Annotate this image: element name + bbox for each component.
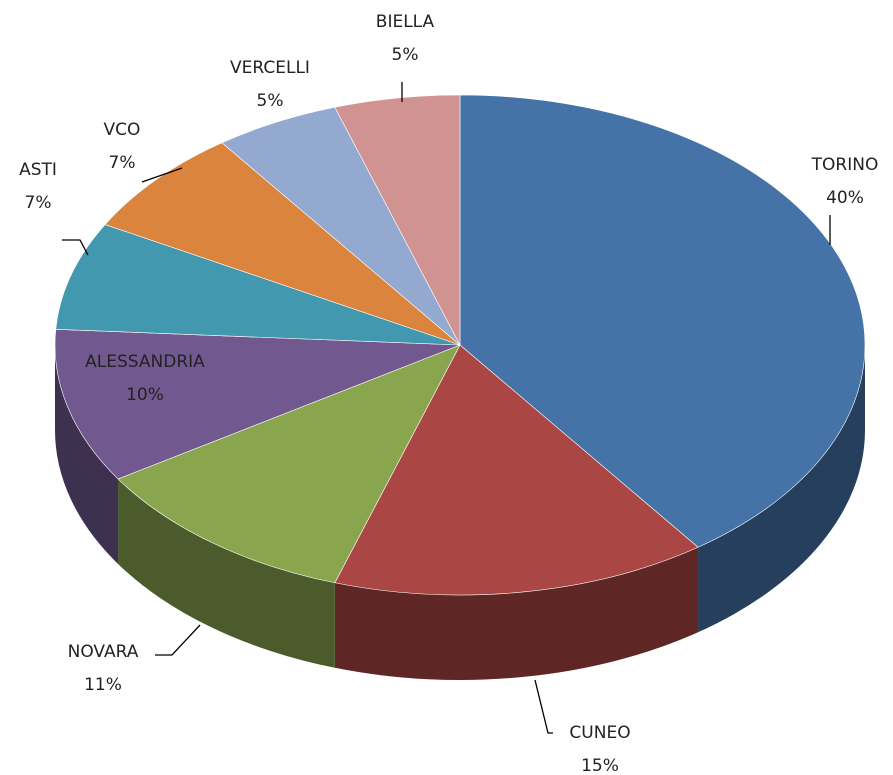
slice-value-label: 7% xyxy=(109,153,136,173)
slice xyxy=(55,224,461,346)
leader-line xyxy=(62,239,89,256)
slice-label: VCO xyxy=(104,120,141,140)
slice-value-label: 7% xyxy=(25,193,52,213)
slice-value-label: 40% xyxy=(826,188,864,208)
slice xyxy=(459,94,866,633)
slice xyxy=(117,344,461,668)
slice-label: CUNEO xyxy=(569,723,630,743)
leader-line xyxy=(155,624,201,656)
slice-top xyxy=(104,142,461,346)
slice-side xyxy=(698,345,865,633)
slice-value-label: 15% xyxy=(581,756,619,775)
slice-side xyxy=(334,547,699,680)
slice xyxy=(104,142,461,346)
slice-value-label: 5% xyxy=(257,91,284,111)
slice-label: BIELLA xyxy=(376,12,435,32)
slice xyxy=(54,328,461,564)
slice-top xyxy=(54,328,461,480)
slice-label: ASTI xyxy=(19,160,57,180)
slice-label: ALESSANDRIA xyxy=(85,352,205,372)
slice-side xyxy=(55,345,119,564)
slice-label: NOVARA xyxy=(68,642,139,662)
slice-top xyxy=(117,344,461,584)
slice-top xyxy=(459,94,866,548)
slice-side xyxy=(118,478,335,668)
slice xyxy=(334,94,461,346)
slice-top xyxy=(55,224,461,346)
slice-top xyxy=(334,344,699,596)
slice-value-label: 10% xyxy=(126,385,164,405)
leader-line xyxy=(534,679,553,734)
slice-value-label: 11% xyxy=(84,675,122,695)
slice-label: TORINO xyxy=(811,155,879,175)
slice-value-label: 5% xyxy=(392,45,419,65)
leader-line xyxy=(141,167,183,183)
slice-label: VERCELLI xyxy=(230,58,310,78)
slice-top xyxy=(334,94,461,346)
slice xyxy=(334,344,699,680)
